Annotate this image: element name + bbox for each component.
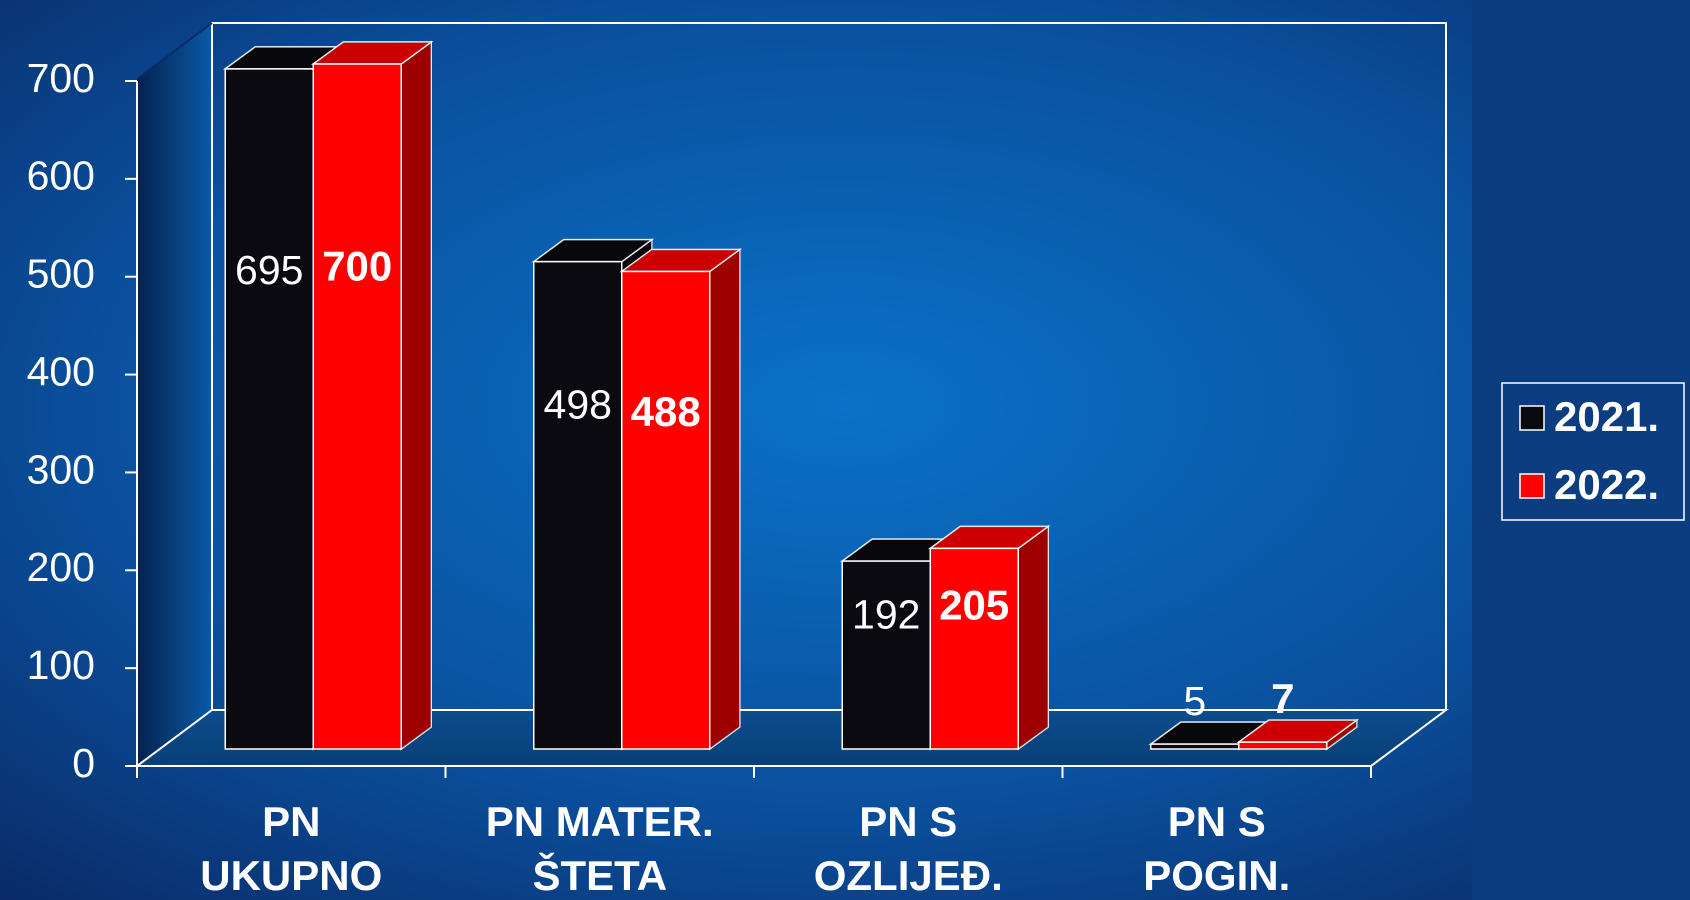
y-tick-label: 200 — [27, 544, 95, 590]
bar-side-shade — [709, 249, 740, 749]
x-tick-label: POGIN. — [1143, 852, 1290, 899]
bar-front — [621, 270, 711, 750]
left-wall — [137, 23, 212, 766]
legend-box — [1501, 382, 1685, 521]
value-label: 192 — [852, 591, 920, 637]
value-label: 488 — [631, 388, 701, 435]
x-tick-label: PN S — [1168, 798, 1266, 845]
x-tick-label: UKUPNO — [200, 852, 382, 899]
bar-side-shade — [401, 42, 432, 749]
value-label: 498 — [544, 382, 612, 428]
legend-label: 2022. — [1554, 461, 1659, 508]
bar-front — [224, 68, 314, 750]
bar-top-shade — [533, 239, 652, 262]
bar-top-shade — [313, 42, 432, 64]
bar — [310, 40, 434, 751]
bar-front — [533, 260, 623, 750]
value-label: 5 — [1183, 678, 1206, 724]
bar-front — [312, 63, 402, 750]
x-tick-label: ŠTETA — [532, 851, 667, 899]
bar-top-shade — [930, 526, 1049, 549]
legend-label: 2021. — [1554, 393, 1659, 440]
bar-front — [1238, 741, 1328, 750]
legend-swatch — [1519, 473, 1545, 499]
bar-front — [1150, 743, 1240, 750]
bar-front — [929, 547, 1019, 750]
y-tick-label: 700 — [27, 55, 95, 101]
value-label: 695 — [235, 247, 303, 293]
bar-side-shade — [1018, 526, 1049, 749]
bar — [619, 247, 743, 751]
bar — [927, 524, 1051, 751]
bar-top-shade — [621, 249, 740, 272]
legend-swatch — [1519, 405, 1545, 431]
value-label: 7 — [1271, 675, 1294, 722]
bar-top-shade — [1150, 722, 1269, 745]
bar-top-shade — [1238, 720, 1357, 743]
x-tick-label: PN S — [859, 798, 957, 845]
y-tick-label: 400 — [27, 348, 95, 394]
left-wall-top — [136, 22, 213, 80]
value-label: 700 — [322, 243, 392, 290]
side-panel — [1472, 0, 1690, 900]
bar-side-shade — [1326, 720, 1357, 749]
y-tick-label: 0 — [72, 740, 95, 786]
x-tick-label: PN MATER. — [486, 798, 714, 845]
y-tick-label: 500 — [27, 251, 95, 297]
bar-front — [841, 560, 931, 750]
x-tick-label: PN — [262, 798, 320, 845]
y-tick-label: 300 — [27, 446, 95, 492]
y-tick-label: 600 — [27, 153, 95, 199]
x-tick-label: OZLIJEĐ. — [814, 852, 1003, 899]
value-label: 205 — [939, 582, 1009, 629]
floor — [133, 709, 1450, 767]
y-tick-label: 100 — [27, 642, 95, 688]
bar — [1236, 718, 1360, 751]
